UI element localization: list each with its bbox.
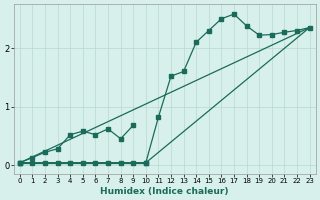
X-axis label: Humidex (Indice chaleur): Humidex (Indice chaleur) — [100, 187, 229, 196]
